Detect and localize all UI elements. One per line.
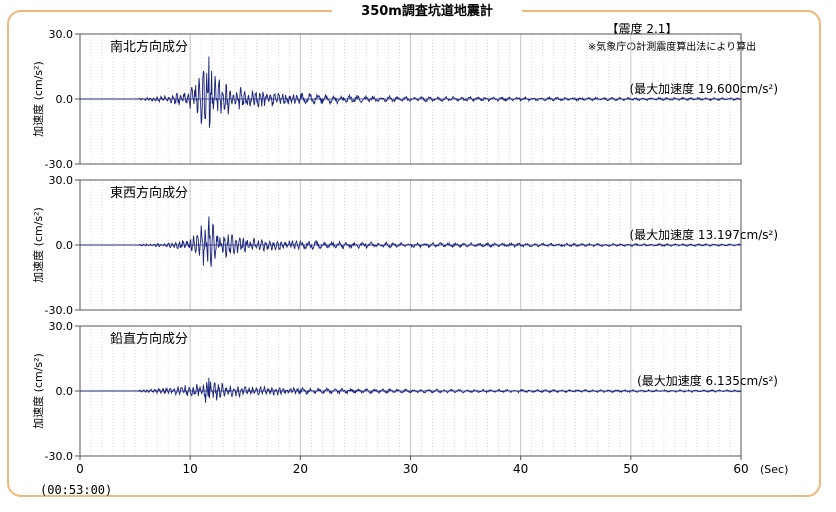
y-tick-label: -30.0 <box>45 158 73 171</box>
y-tick-label: -30.0 <box>45 450 73 463</box>
x-tick-label: 60 <box>733 462 748 476</box>
x-tick-label: 30 <box>403 462 418 476</box>
y-axis-label: 加速度 (cm/s²) <box>31 61 45 137</box>
x-tick-label: 50 <box>623 462 638 476</box>
y-tick-label: 0.0 <box>56 385 74 398</box>
panel-1: 30.0 0.0 -30.0 加速度 (cm/s²) 南北方向成分 (最大加速度 19.6… <box>31 28 778 171</box>
y-tick-label: -30.0 <box>45 304 73 317</box>
waveform-trace <box>80 377 742 403</box>
series-name-label: 東西方向成分 <box>110 185 188 201</box>
x-tick-label: 40 <box>513 462 528 476</box>
x-tick-label: 0 <box>76 462 84 476</box>
chart-title: 350m調査坑道地震計 <box>332 3 522 21</box>
y-tick-label: 0.0 <box>56 93 74 106</box>
x-tick-label: 10 <box>183 462 198 476</box>
intensity-note: ※気象庁の計測震度算出法により算出 <box>588 40 756 53</box>
peak-acceleration-label: (最大加速度 13.197cm/s²) <box>629 227 778 242</box>
waveform-trace <box>80 56 742 128</box>
y-tick-label: 0.0 <box>56 239 74 252</box>
timestamp-label: (00:53:00) <box>40 483 112 497</box>
y-axis-label: 加速度 (cm/s²) <box>31 353 45 429</box>
series-name-label: 鉛直方向成分 <box>110 331 188 347</box>
peak-acceleration-label: (最大加速度 6.135cm/s²) <box>637 373 778 388</box>
series-name-label: 南北方向成分 <box>110 39 188 55</box>
peak-acceleration-label: (最大加速度 19.600cm/s²) <box>629 81 778 96</box>
panel-3: 30.0 0.0 -30.0 加速度 (cm/s²) 鉛直方向成分 (最大加速度 6.13… <box>31 320 778 463</box>
waveform-trace <box>80 216 742 267</box>
panel-2: 30.0 0.0 -30.0 加速度 (cm/s²) 東西方向成分 (最大加速度 13.1… <box>31 174 778 317</box>
x-tick-label: 20 <box>293 462 308 476</box>
y-tick-label: 30.0 <box>49 174 74 187</box>
y-tick-label: 30.0 <box>49 320 74 333</box>
x-axis-unit-label: (Sec) <box>760 463 788 476</box>
y-tick-label: 30.0 <box>49 28 74 41</box>
y-axis-label: 加速度 (cm/s²) <box>31 207 45 283</box>
intensity-label: 【震度 2.1】 <box>607 21 678 36</box>
